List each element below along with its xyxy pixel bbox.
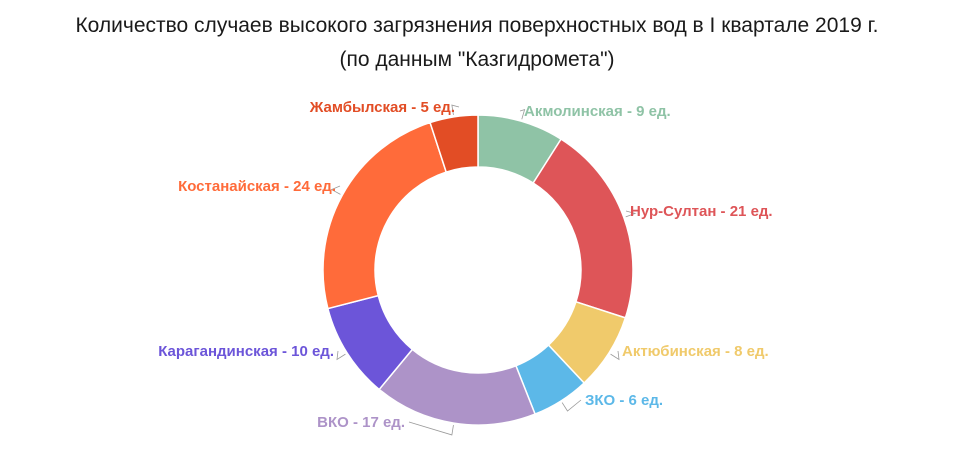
slice-kostanay [322,121,448,310]
leader-line-kostanay [330,185,341,195]
leader-line-eko [408,421,454,436]
leader-line-zhambyl [451,104,460,115]
chart-title: Количество случаев высокого загрязнения … [75,14,879,37]
leader-line-nur-sultan [625,210,637,218]
label-eko: ВКО - 17 ед. [317,414,405,431]
leader-line-wko [561,399,582,412]
label-zhambyl: Жамбылская - 5 ед. [309,99,455,116]
donut-slices [322,114,634,426]
label-kostanay: Костанайская - 24 ед. [178,178,336,195]
chart-subtitle: (по данным "Казгидромета") [339,48,615,71]
label-wko: ЗКО - 6 ед. [585,392,663,409]
slice-nur-sultan [532,138,634,319]
label-nur-sultan: Нур-Султан - 21 ед. [630,203,773,220]
leader-line-aktobe [610,350,620,361]
leader-line-akmola [519,109,526,120]
label-akmola: Акмолинская - 9 ед. [524,103,671,120]
slice-zhambyl [429,114,479,173]
label-aktobe: Актюбинская - 8 ед. [622,343,769,360]
leader-line-karaganda [336,350,346,361]
leader-lines [330,104,637,436]
label-karaganda: Карагандинская - 10 ед. [158,343,334,360]
slice-labels: Акмолинская - 9 ед. Нур-Султан - 21 ед. Ак… [158,99,772,431]
